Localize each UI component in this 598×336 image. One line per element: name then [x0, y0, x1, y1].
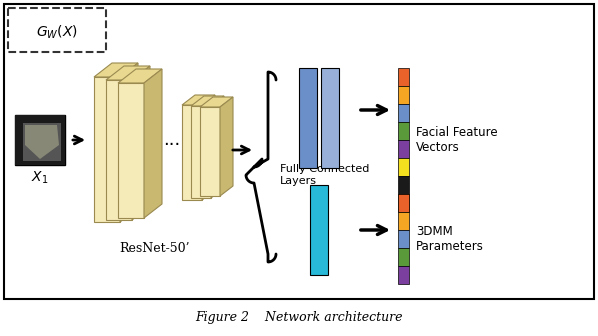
Bar	[398, 212, 409, 230]
Bar	[398, 194, 409, 212]
Bar	[398, 230, 409, 248]
Bar	[398, 68, 409, 86]
Text: Facial Feature
Vectors: Facial Feature Vectors	[416, 126, 498, 154]
Bar	[398, 266, 409, 284]
Text: ResNet-50’: ResNet-50’	[120, 242, 190, 254]
Polygon shape	[220, 97, 233, 196]
Polygon shape	[106, 66, 150, 80]
Bar	[398, 158, 409, 176]
Polygon shape	[25, 125, 59, 159]
Polygon shape	[200, 107, 220, 196]
Polygon shape	[120, 63, 138, 222]
Text: Fully Connected
Layers: Fully Connected Layers	[280, 164, 370, 186]
Bar	[398, 176, 409, 194]
Bar	[398, 86, 409, 104]
Text: 3DMM
Parameters: 3DMM Parameters	[416, 225, 484, 253]
Polygon shape	[132, 66, 150, 220]
Polygon shape	[144, 69, 162, 218]
Bar	[8, 8, 106, 52]
Bar	[321, 68, 339, 168]
Bar	[398, 104, 409, 122]
Polygon shape	[211, 96, 224, 198]
Bar	[398, 122, 409, 140]
Bar	[398, 140, 409, 158]
Bar	[299, 68, 317, 168]
Polygon shape	[118, 83, 144, 218]
Bar	[398, 248, 409, 266]
Text: $G_W(X)$: $G_W(X)$	[36, 23, 78, 41]
Polygon shape	[182, 105, 202, 200]
Bar	[398, 194, 409, 212]
Polygon shape	[202, 95, 215, 200]
Text: ⋅⋅⋅: ⋅⋅⋅	[163, 136, 181, 154]
Bar	[310, 185, 328, 275]
Text: $X_1$: $X_1$	[31, 170, 48, 186]
Polygon shape	[94, 77, 120, 222]
Bar	[15, 115, 65, 165]
Polygon shape	[182, 95, 215, 105]
Polygon shape	[191, 106, 211, 198]
Polygon shape	[200, 97, 233, 107]
Polygon shape	[23, 123, 61, 161]
Polygon shape	[191, 96, 224, 106]
Polygon shape	[106, 80, 132, 220]
Polygon shape	[94, 63, 138, 77]
Bar	[4, 4, 594, 299]
Text: Figure 2    Network architecture: Figure 2 Network architecture	[196, 311, 402, 325]
Bar	[15, 115, 65, 165]
Polygon shape	[118, 69, 162, 83]
